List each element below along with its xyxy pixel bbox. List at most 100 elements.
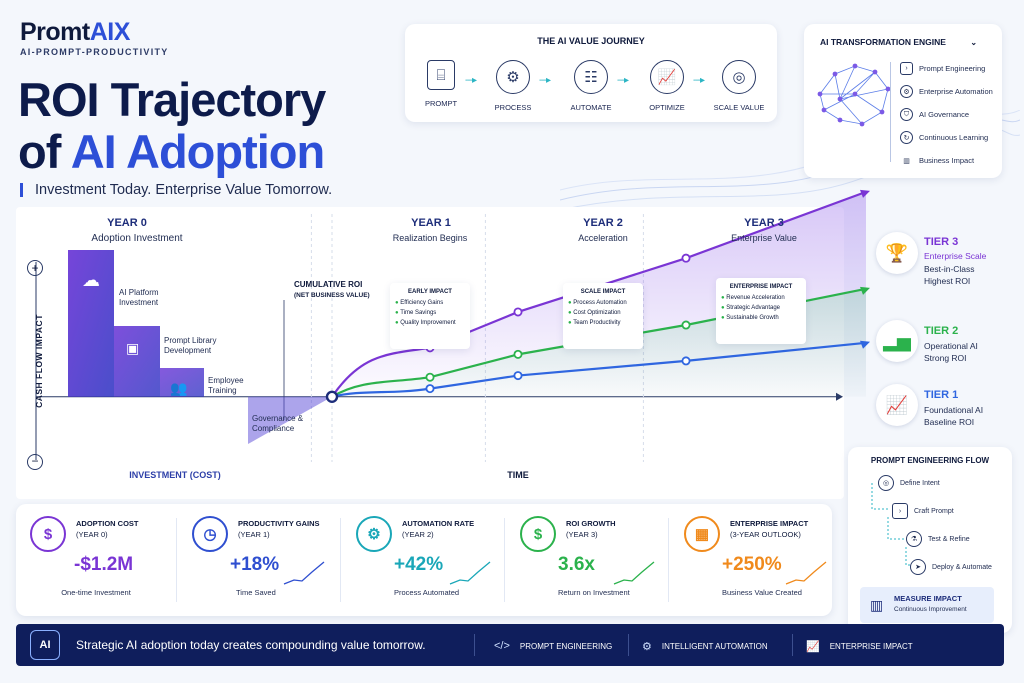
metric-period: (YEAR 1)	[238, 530, 270, 539]
journey-step-label: PROCESS	[494, 103, 532, 112]
plus-icon: +	[27, 260, 43, 276]
investment-step-label-line: Employee	[208, 376, 244, 385]
tier-line: Operational AI	[924, 341, 978, 351]
journey-step-label: AUTOMATE	[570, 103, 612, 112]
flow-step-label: Craft Prompt	[914, 507, 954, 515]
series-arrow	[860, 189, 870, 198]
check-icon: ●	[568, 310, 572, 316]
metric-period: (3-YEAR OUTLOOK)	[730, 530, 801, 539]
page-subtitle: Investment Today. Enterprise Value Tomor…	[20, 183, 332, 197]
value-journey-card: THE AI VALUE JOURNEY ⌸ PROMPT ‐‐‐▸ ⚙ PRO…	[405, 24, 777, 122]
check-icon: ●	[568, 320, 572, 326]
growth-chart-icon: ▂▅	[876, 320, 918, 362]
investment-step-label: Prompt Library Development	[164, 336, 216, 356]
metric-note: Business Value Created	[722, 588, 802, 597]
metric-productivity-gains: ◷ PRODUCTIVITY GAINS (YEAR 1) +18% Time S…	[178, 504, 338, 616]
year-sublabel: Realization Begins	[392, 233, 468, 243]
minus-icon: −	[27, 454, 43, 470]
users-icon: 👥	[170, 380, 188, 396]
impact-item: ● Process Automation	[568, 300, 638, 306]
x-axis-label: TIME	[507, 470, 529, 480]
year-sublabel: Adoption Investment	[91, 233, 183, 244]
metric-title-text: ROI GROWTH	[566, 519, 616, 528]
flow-title: PROMPT ENGINEERING FLOW	[870, 456, 990, 465]
data-point	[681, 320, 691, 330]
trend-sparkline	[283, 561, 325, 585]
divider	[668, 518, 669, 602]
investment-step-bar	[114, 326, 160, 397]
early-impact-box: EARLY IMPACT ● Efficiency Gains ● Time S…	[390, 283, 470, 349]
prompt-icon: ›	[900, 62, 913, 75]
origin-point	[325, 390, 339, 403]
ai-chip-icon: AI	[30, 630, 60, 660]
page-title-prefix: of	[18, 125, 71, 178]
impact-item: ● Strategic Advantage	[721, 305, 801, 311]
check-icon: ●	[395, 320, 399, 326]
metric-title: PRODUCTIVITY GAINS (YEAR 1)	[238, 518, 320, 540]
tier-line: Best-in-Class	[924, 264, 975, 274]
flow-step: ◎ Define Intent	[878, 475, 940, 491]
impact-item-label: Cost Optimization	[573, 310, 621, 316]
impact-item: ● Cost Optimization	[568, 310, 638, 316]
metric-title: ADOPTION COST (YEAR 0)	[76, 518, 139, 540]
engine-item: ⚙ Enterprise Automation	[900, 85, 993, 98]
footer-tag-label: PROMPT ENGINEERING	[519, 641, 613, 651]
investment-step-bar	[160, 368, 204, 397]
data-point	[681, 356, 691, 366]
metric-enterprise-impact: ▦ ENTERPRISE IMPACT (3-YEAR OUTLOOK) +250…	[670, 504, 830, 616]
engine-item: ▥ Business Impact	[900, 154, 974, 167]
check-icon: ●	[568, 300, 572, 306]
flow-step: ⚗ Test & Refine	[906, 531, 970, 547]
impact-item-label: Process Automation	[573, 300, 627, 306]
line-chart-icon: 📈	[876, 384, 918, 426]
shield-icon: ⛉	[900, 108, 913, 121]
divider	[628, 634, 629, 656]
tier-line: Foundational AI	[924, 405, 984, 415]
footer-tag-label: ENTERPRISE IMPACT	[829, 642, 913, 651]
impact-item: ● Efficiency Gains	[395, 300, 465, 306]
series-arrow	[860, 286, 870, 295]
engine-item-label: Business Impact	[919, 156, 975, 165]
engine-item-label: Continuous Learning	[919, 133, 989, 142]
engine-item: ⛉ AI Governance	[900, 108, 969, 121]
code-icon: </>	[494, 640, 510, 652]
bar-chart-icon: ▥	[870, 597, 884, 613]
metric-note: Process Automated	[394, 588, 460, 597]
year-label: YEAR 3	[744, 217, 784, 229]
tier-1-legend: 📈 TIER 1 Foundational AI Baseline ROI	[876, 384, 1016, 430]
impact-item-label: Strategic Advantage	[726, 305, 781, 311]
tier-name: TIER 2	[924, 325, 959, 337]
investment-step-label: Governance & Compliance	[252, 414, 303, 434]
metric-adoption-cost: $ ADOPTION COST (YEAR 0) -$1.2M One-time …	[16, 504, 176, 616]
metric-value: +42%	[394, 554, 444, 575]
divider	[176, 518, 177, 602]
metric-title: ENTERPRISE IMPACT (3-YEAR OUTLOOK)	[730, 518, 808, 540]
footer-tag: ⚙ INTELLIGENT AUTOMATION	[642, 640, 768, 653]
robot-icon: ☷	[574, 60, 608, 94]
tier-name: TIER 1	[924, 389, 959, 401]
dollar-icon: $	[30, 516, 66, 552]
chevron-down-icon[interactable]: ⌄	[970, 38, 978, 47]
terminal-icon: ▣	[126, 340, 140, 356]
data-point	[681, 253, 691, 263]
series-arrow	[860, 340, 870, 349]
metric-title-text: PRODUCTIVITY GAINS	[238, 519, 320, 528]
tier-line: Enterprise Scale	[924, 251, 987, 261]
gear-icon: ⚙	[496, 60, 530, 94]
flow-step: ➤ Deploy & Automate	[910, 559, 992, 575]
tier-line: Strong ROI	[924, 353, 967, 363]
metric-period: (YEAR 0)	[76, 530, 108, 539]
cloud-server-icon: ☁	[82, 270, 100, 290]
check-icon: ●	[721, 315, 725, 321]
investment-step-label: AI Platform Investment	[119, 288, 159, 308]
investment-step-label-line: AI Platform	[119, 288, 159, 297]
check-icon: ●	[395, 310, 399, 316]
year-sublabel: Enterprise Value	[731, 233, 797, 243]
tier-line: Baseline ROI	[924, 417, 975, 427]
journey-step-optimize: 📈 OPTIMIZE	[637, 60, 697, 112]
arrow-icon: ‐‐‐▸	[617, 75, 629, 86]
metric-automation-rate: ⚙ AUTOMATION RATE (YEAR 2) +42% Process A…	[342, 504, 502, 616]
investment-step-label-line: Development	[164, 346, 212, 355]
metric-note: One-time Investment	[61, 588, 131, 597]
divider	[504, 518, 505, 602]
